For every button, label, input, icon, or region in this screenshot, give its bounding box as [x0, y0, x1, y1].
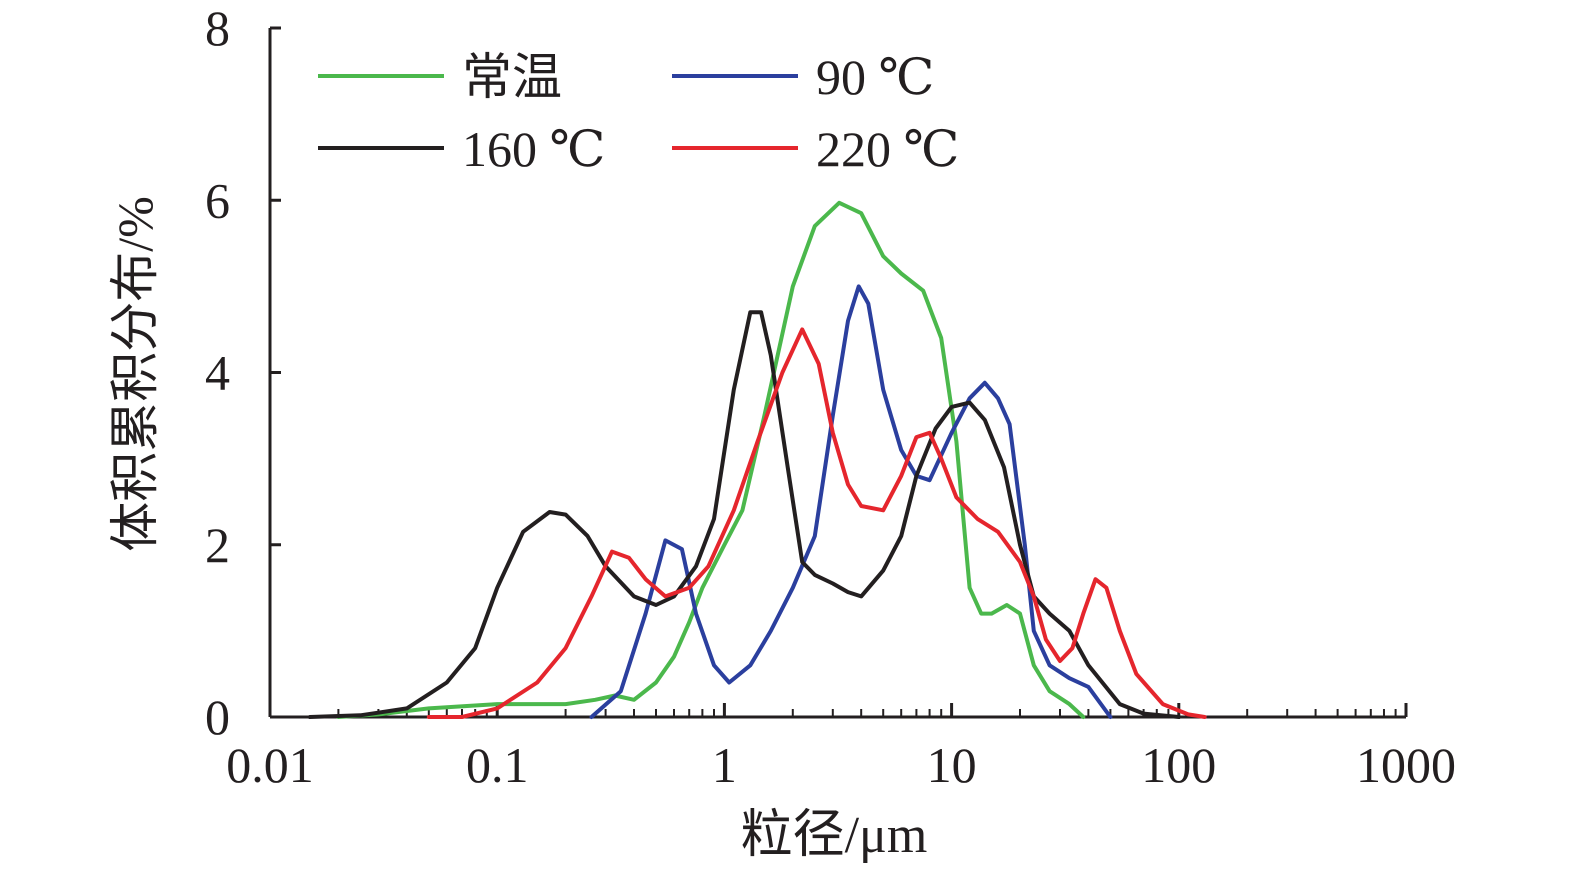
x-tick-label: 10: [927, 737, 977, 793]
series-line-2: [308, 310, 1181, 719]
y-tick-label: 4: [205, 345, 230, 401]
x-tick-label: 1000: [1356, 737, 1456, 793]
x-tick-label: 100: [1141, 737, 1216, 793]
legend-label: 90 ℃: [816, 49, 934, 105]
y-tick-label: 2: [205, 517, 230, 573]
y-tick-label: 6: [205, 172, 230, 228]
legend-label: 160 ℃: [462, 121, 605, 177]
x-axis-label: 粒径/μm: [741, 807, 928, 864]
series-line-3: [426, 327, 1207, 719]
series-line-0: [336, 200, 1086, 719]
legend-label: 常温: [462, 49, 562, 105]
axes: 0 2 4 6 8 0.01 0.1 1 10 100 1000: [205, 0, 1456, 793]
x-tick-label: 0.1: [466, 737, 529, 793]
x-tick-label: 0.01: [226, 737, 314, 793]
y-tick-label: 8: [205, 0, 230, 56]
legend: 常温 90 ℃ 160 ℃ 220 ℃: [318, 49, 959, 177]
series-group: [308, 200, 1207, 719]
y-axis-label: 体积累积分布/%: [107, 196, 163, 552]
x-tick-label: 1: [712, 737, 737, 793]
y-tick-label: 0: [205, 689, 230, 745]
legend-label: 220 ℃: [816, 121, 959, 177]
series-line-1: [589, 284, 1113, 719]
